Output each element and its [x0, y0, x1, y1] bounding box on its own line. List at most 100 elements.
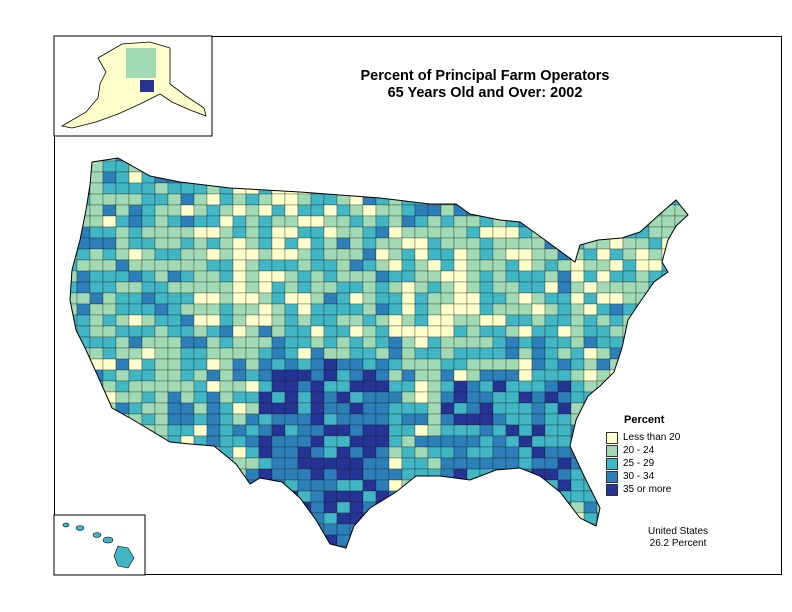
- county-cell: [154, 490, 169, 503]
- county-cell: [154, 336, 169, 349]
- county-cell: [518, 259, 533, 272]
- county-cell: [622, 303, 637, 316]
- county-cell: [70, 435, 78, 448]
- county-cell: [492, 292, 507, 305]
- county-cell: [492, 545, 507, 548]
- county-cell: [167, 413, 182, 426]
- county-cell: [128, 204, 143, 217]
- county-cell: [310, 534, 325, 547]
- county-cell: [349, 248, 364, 261]
- county-cell: [635, 347, 650, 360]
- county-cell: [544, 281, 559, 294]
- county-cell: [505, 193, 520, 206]
- county-cell: [128, 215, 143, 228]
- county-cell: [310, 160, 325, 173]
- county-cell: [414, 204, 429, 217]
- county-cell: [232, 237, 247, 250]
- county-cell: [583, 292, 598, 305]
- county-cell: [440, 204, 455, 217]
- county-cell: [427, 512, 442, 525]
- county-cell: [323, 204, 338, 217]
- county-cell: [596, 281, 611, 294]
- county-cell: [167, 237, 182, 250]
- county-cell: [362, 281, 377, 294]
- county-cell: [388, 160, 403, 173]
- county-cell: [167, 457, 182, 470]
- county-cell: [336, 259, 351, 272]
- county-cell: [258, 347, 273, 360]
- county-cell: [622, 512, 637, 525]
- county-cell: [154, 413, 169, 426]
- county-cell: [531, 292, 546, 305]
- county-cell: [674, 391, 688, 404]
- county-cell: [206, 347, 221, 360]
- county-cell: [233, 557, 246, 568]
- county-cell: [70, 171, 78, 184]
- county-cell: [362, 347, 377, 360]
- county-cell: [466, 501, 481, 514]
- county-cell: [258, 402, 273, 415]
- county-cell: [427, 182, 442, 195]
- county-cell: [427, 292, 442, 305]
- county-cell: [687, 204, 688, 217]
- county-cell: [363, 557, 376, 568]
- county-cell: [323, 391, 338, 404]
- county-cell: [492, 413, 507, 426]
- county-cell: [570, 182, 585, 195]
- county-cell: [414, 314, 429, 327]
- county-cell: [440, 391, 455, 404]
- county-cell: [505, 490, 520, 503]
- county-cell: [232, 226, 247, 239]
- county-cell: [701, 392, 714, 403]
- county-cell: [349, 182, 364, 195]
- county-cell: [479, 259, 494, 272]
- county-cell: [596, 204, 611, 217]
- county-cell: [232, 292, 247, 305]
- county-cell: [622, 292, 637, 305]
- county-cell: [141, 380, 156, 393]
- county-cell: [544, 512, 559, 525]
- county-cell: [622, 226, 637, 239]
- county-cell: [245, 248, 260, 261]
- county-cell: [583, 413, 598, 426]
- county-cell: [70, 215, 78, 228]
- county-cell: [414, 523, 429, 536]
- county-cell: [232, 523, 247, 536]
- county-cell: [219, 193, 234, 206]
- county-cell: [453, 259, 468, 272]
- county-cell: [440, 446, 455, 459]
- county-cell: [128, 490, 143, 503]
- county-cell: [622, 160, 637, 173]
- county-cell: [115, 314, 130, 327]
- county-cell: [440, 292, 455, 305]
- county-cell: [89, 314, 104, 327]
- county-cell: [557, 193, 572, 206]
- county-cell: [609, 248, 624, 261]
- county-cell: [375, 402, 390, 415]
- county-cell: [701, 359, 714, 370]
- county-cell: [570, 281, 585, 294]
- county-cell: [141, 292, 156, 305]
- county-cell: [401, 512, 416, 525]
- county-cell: [154, 457, 169, 470]
- county-cell: [505, 281, 520, 294]
- county-cell: [492, 501, 507, 514]
- county-cell: [453, 347, 468, 360]
- county-cell: [635, 237, 650, 250]
- county-cell: [128, 358, 143, 371]
- county-cell: [375, 215, 390, 228]
- county-cell: [648, 314, 663, 327]
- county-cell: [558, 557, 571, 568]
- county-cell: [453, 512, 468, 525]
- county-cell: [479, 534, 494, 547]
- county-cell: [167, 501, 182, 514]
- county-cell: [349, 501, 364, 514]
- county-cell: [115, 490, 130, 503]
- county-cell: [649, 557, 662, 568]
- county-cell: [102, 303, 117, 316]
- county-cell: [336, 171, 351, 184]
- county-cell: [648, 237, 663, 250]
- county-cell: [609, 281, 624, 294]
- county-cell: [102, 314, 117, 327]
- county-cell: [141, 457, 156, 470]
